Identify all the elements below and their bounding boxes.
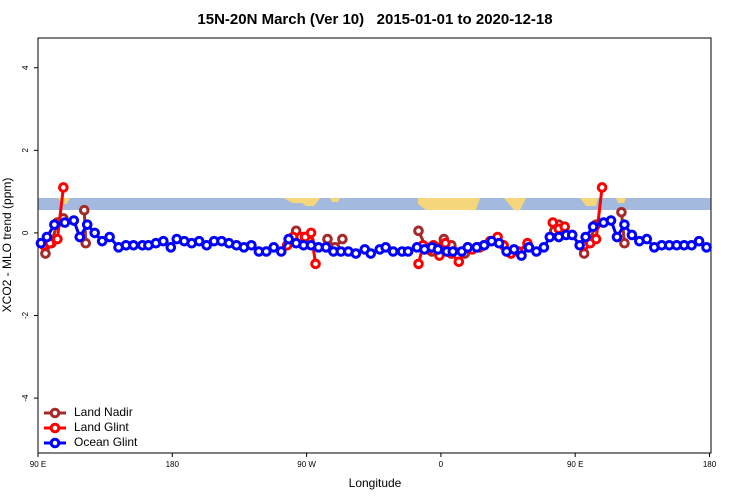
point — [89, 227, 101, 239]
point — [380, 242, 391, 253]
y-tick-label: -4 — [21, 394, 30, 402]
point — [447, 246, 459, 257]
point — [544, 231, 556, 243]
point — [574, 239, 585, 251]
point — [96, 235, 108, 247]
x-tick-label: 90 E — [567, 460, 583, 469]
point — [80, 237, 92, 249]
point — [493, 237, 505, 249]
point — [508, 244, 520, 255]
point — [478, 239, 490, 251]
point — [310, 258, 321, 270]
x-tick-label: 90 E — [30, 460, 46, 469]
point — [350, 248, 362, 259]
legend-marker — [49, 437, 61, 449]
legend-label: Land Glint — [74, 420, 129, 434]
legend-marker — [49, 422, 61, 434]
point — [440, 237, 451, 249]
point — [158, 235, 169, 247]
point — [559, 221, 571, 233]
point — [453, 256, 465, 268]
point — [128, 239, 139, 251]
point — [387, 246, 399, 257]
point — [611, 231, 623, 243]
point — [78, 204, 90, 216]
y-tick-label: -2 — [21, 311, 30, 319]
point — [58, 182, 69, 193]
point — [626, 229, 638, 241]
point — [49, 219, 60, 230]
point — [283, 233, 294, 245]
point — [605, 215, 617, 226]
point — [52, 233, 63, 245]
point — [538, 242, 550, 253]
point — [547, 217, 559, 228]
point — [104, 231, 115, 243]
chart-title: 15N-20N March (Ver 10) 2015-01-01 to 202… — [197, 11, 552, 28]
point — [305, 227, 317, 239]
point — [74, 231, 86, 243]
point — [580, 231, 591, 243]
point — [462, 242, 474, 253]
point — [686, 239, 697, 251]
point — [413, 258, 424, 270]
point — [59, 217, 71, 228]
point — [201, 239, 212, 251]
point — [587, 221, 599, 233]
x-tick-label: 0 — [439, 460, 444, 469]
point — [616, 206, 627, 218]
point — [35, 237, 47, 249]
point — [523, 242, 535, 253]
point — [516, 250, 527, 261]
point — [261, 246, 272, 257]
point — [531, 246, 542, 257]
point — [68, 215, 80, 226]
point — [268, 242, 280, 253]
point — [322, 233, 333, 245]
legend-marker — [49, 407, 61, 419]
y-tick-label: 2 — [21, 148, 30, 153]
point — [619, 237, 630, 249]
y-tick-label: 4 — [21, 65, 30, 70]
point — [165, 242, 177, 253]
point — [413, 225, 424, 237]
point — [365, 248, 377, 259]
legend-label: Ocean Glint — [74, 435, 138, 449]
point — [337, 233, 348, 245]
map-strip — [38, 198, 711, 210]
x-axis-label: Longitude — [349, 476, 402, 490]
point — [578, 248, 590, 259]
point — [320, 242, 332, 253]
point — [193, 235, 205, 247]
y-axis-label: XCO2 - MLO trend (ppm) — [0, 178, 14, 313]
y-tick-label: 0 — [21, 230, 30, 235]
point — [40, 248, 51, 259]
point — [81, 219, 93, 230]
x-tick-label: 180 — [166, 460, 180, 469]
point — [566, 229, 578, 241]
point — [590, 233, 602, 245]
point — [402, 246, 414, 257]
point — [432, 244, 444, 255]
point — [693, 235, 705, 247]
point — [641, 233, 653, 245]
point — [701, 242, 712, 253]
point — [41, 231, 53, 243]
x-tick-label: 180 — [703, 460, 717, 469]
x-tick-label: 90 W — [297, 460, 316, 469]
legend-label: Land Nadir — [74, 405, 133, 419]
point — [275, 246, 287, 257]
point — [619, 219, 630, 230]
point — [596, 182, 608, 193]
point — [246, 239, 257, 251]
